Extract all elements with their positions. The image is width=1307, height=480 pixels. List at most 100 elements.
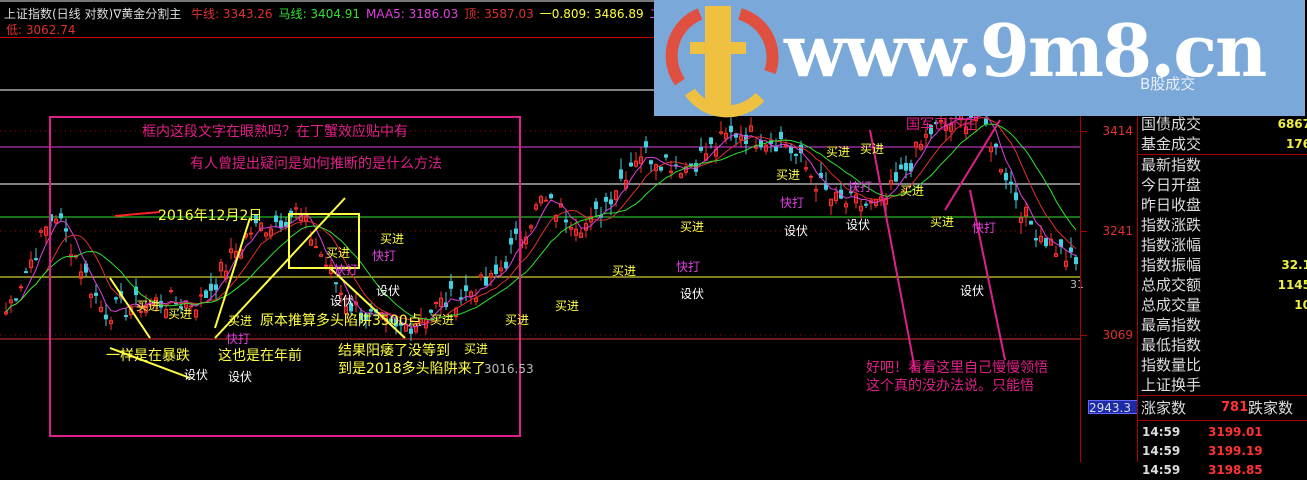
box-text-2: 有人曾提出疑问是如何推断的是什么方法 (190, 156, 442, 172)
candle-body (179, 306, 183, 309)
signal-buy: 买进 (430, 313, 455, 327)
candle-body (79, 271, 83, 279)
candle-body (829, 198, 833, 207)
candle-body (939, 119, 943, 122)
candle-body (659, 166, 663, 171)
candle-body (434, 301, 438, 304)
signal-ambush: 设伏 (376, 284, 401, 298)
candle-body (654, 164, 658, 172)
candle-body (249, 232, 253, 235)
signal-buy: 买进 (464, 342, 489, 356)
candle-body (989, 146, 993, 153)
candle-body (199, 294, 203, 297)
signal-buy: 买进 (930, 215, 955, 229)
index-title[interactable]: 上证指数(日线 对数) (4, 7, 114, 21)
candle-body (514, 228, 518, 234)
panel-row: 今日开盘 (1141, 176, 1202, 194)
signal-quick: 快打 (972, 221, 997, 235)
candle-body (499, 267, 503, 272)
candle-body (504, 261, 508, 269)
candle-body (344, 306, 348, 315)
signal-quick: 快打 (226, 332, 251, 346)
axis-label: 3414 (1102, 124, 1133, 138)
up-label: 涨家数 (1141, 399, 1187, 417)
candle-body (1014, 192, 1018, 201)
candle-body (924, 133, 928, 138)
candle-body (479, 274, 483, 278)
candle-body (294, 207, 298, 210)
indicator-name[interactable]: ∇黄金分割主 (113, 7, 182, 21)
candle-body (304, 215, 308, 222)
candle-body (229, 248, 233, 253)
candle-body (529, 225, 533, 229)
candle-body (334, 282, 338, 285)
candle-body (809, 175, 813, 178)
arrow-pink (969, 189, 1006, 361)
candle-body (459, 297, 463, 300)
candle-body (784, 144, 788, 148)
panel-row: 指数量比 (1141, 356, 1202, 374)
candle-body (949, 123, 953, 132)
candle-body (219, 261, 223, 272)
candle-body (9, 299, 13, 304)
signal-ambush: 设伏 (846, 218, 871, 232)
candle-body (109, 320, 113, 325)
national-team-label: 国军已不在 (906, 117, 976, 133)
candle-body (699, 147, 703, 151)
header-indicator-value: 一0.809: 3486.89 (539, 7, 644, 21)
candle-body (509, 238, 513, 245)
candle-body (539, 196, 543, 204)
signal-ambush: 设伏 (680, 287, 705, 301)
candle-body (619, 169, 623, 179)
candle-body (724, 132, 728, 140)
candle-body (889, 179, 893, 185)
panel-row: 最高指数 (1141, 316, 1202, 334)
candle-body (89, 293, 93, 299)
candle-body (774, 146, 778, 152)
candle-body (1004, 172, 1008, 181)
result-label-2: 到是2018多头陷阱来了 (338, 361, 486, 377)
signal-buy: 买进 (680, 220, 705, 234)
arrow-yellow (109, 347, 191, 379)
candle-body (414, 322, 418, 333)
signal-buy: 买进 (612, 264, 637, 278)
signal-buy: 买进 (228, 314, 253, 328)
candle-body (719, 131, 723, 134)
up-value: 781 (1221, 400, 1249, 415)
candlestick-chart[interactable] (0, 38, 1080, 462)
candle-body (449, 281, 453, 289)
signal-buy: 买进 (826, 145, 851, 159)
candle-body (164, 309, 168, 318)
down-label: 跌家数 (1248, 399, 1294, 417)
result-label-1: 结果阳痿了没等到 (338, 343, 450, 359)
candle-body (274, 215, 278, 223)
panel-row: 指数涨幅 (1141, 236, 1202, 254)
signal-buy: 买进 (860, 142, 885, 156)
candle-body (419, 318, 423, 324)
candle-body (864, 203, 868, 206)
candle-body (339, 292, 343, 295)
candle-body (359, 312, 363, 321)
signal-ambush: 设伏 (960, 284, 985, 298)
candle-body (594, 201, 598, 210)
candle-body (1049, 238, 1053, 246)
candle-body (614, 190, 618, 200)
candle-body (584, 223, 588, 231)
candle-body (664, 154, 668, 158)
candle-body (64, 228, 68, 232)
tick-row: 14:59 3198.85 (1142, 463, 1263, 477)
candle-body (14, 298, 18, 301)
signal-buy: 买进 (380, 232, 405, 246)
candle-body (749, 125, 753, 132)
candle-body (644, 141, 648, 148)
arrow-yellow (329, 267, 406, 339)
candle-body (709, 137, 713, 145)
candle-body (849, 191, 853, 194)
candle-body (399, 322, 403, 326)
tick-row: 14:59 3199.01 (1142, 425, 1263, 439)
candle-body (894, 172, 898, 182)
candle-body (124, 315, 128, 318)
candle-body (909, 163, 913, 172)
candle-body (439, 297, 443, 307)
candle-body (544, 199, 548, 202)
